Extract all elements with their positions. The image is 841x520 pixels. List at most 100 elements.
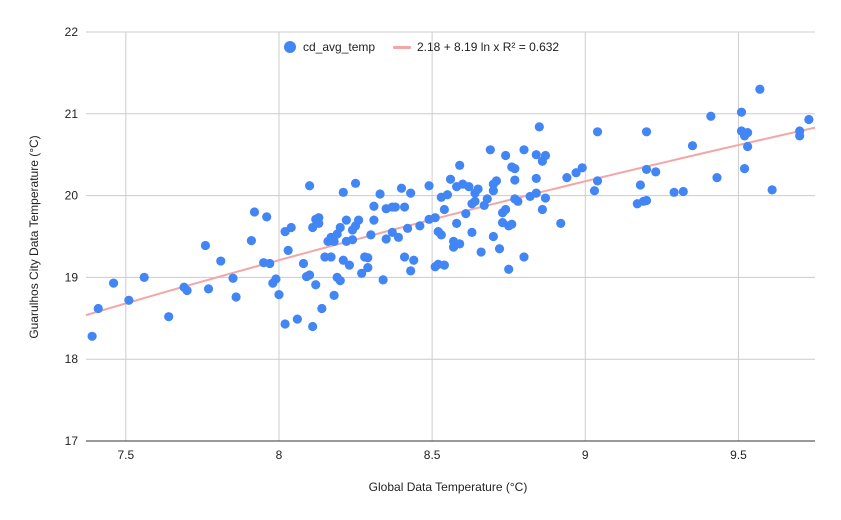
data-point [476, 247, 486, 257]
data-point [507, 219, 517, 229]
x-tick-label: 9.5 [730, 448, 747, 462]
data-point [592, 127, 603, 137]
data-point [424, 181, 434, 191]
y-tick-label: 19 [65, 270, 79, 284]
data-point [338, 187, 348, 197]
data-point [409, 255, 419, 265]
data-point [347, 235, 358, 245]
data-point [396, 183, 407, 193]
data-point [519, 145, 529, 155]
data-point [467, 227, 477, 238]
data-point [87, 331, 97, 341]
data-point [641, 127, 652, 137]
data-point [338, 255, 348, 265]
data-point [678, 186, 688, 197]
data-point [406, 188, 416, 198]
data-point [571, 168, 581, 178]
data-point [393, 232, 404, 242]
data-point [390, 202, 400, 212]
gridlines [86, 31, 815, 442]
data-point [510, 164, 520, 174]
data-point [381, 234, 391, 244]
data-point [491, 176, 502, 186]
data-point [641, 195, 652, 206]
data-point [531, 150, 541, 160]
data-point [537, 204, 547, 215]
data-point [311, 280, 321, 290]
data-point [246, 235, 257, 246]
data-point [641, 164, 652, 175]
legend-trendline-label: 2.18 + 8.19 ln x R² = 0.632 [417, 40, 559, 54]
data-point [513, 196, 523, 206]
x-axis-ticks: 7.5 8 8.5 9 9.5 [117, 448, 747, 462]
data-point [795, 131, 805, 141]
x-tick-label: 8.5 [424, 448, 441, 462]
data-point [415, 221, 425, 231]
data-point [540, 193, 551, 203]
data-point [203, 284, 214, 294]
data-point [286, 222, 296, 233]
data-point [439, 260, 449, 270]
data-point [366, 230, 376, 240]
x-tick-label: 9 [582, 448, 589, 462]
data-point [540, 150, 551, 161]
data-point [108, 278, 119, 288]
data-point [743, 141, 753, 152]
data-point [482, 194, 492, 204]
x-tick-label: 8 [276, 448, 283, 462]
y-tick-label: 18 [65, 352, 79, 366]
data-point [736, 107, 747, 117]
data-point [305, 181, 315, 191]
data-point [712, 173, 722, 183]
data-point [464, 182, 474, 192]
data-point [182, 285, 192, 296]
data-point [531, 173, 541, 184]
data-point [387, 227, 397, 238]
data-point [357, 268, 367, 278]
data-point [577, 163, 587, 173]
data-point [488, 231, 498, 242]
x-axis-title: Global Data Temperature (°C) [369, 480, 528, 494]
data-point [249, 207, 260, 217]
data-point [363, 253, 373, 263]
data-point [283, 245, 293, 256]
x-tick-label: 7.5 [117, 448, 134, 462]
data-point [298, 258, 309, 269]
data-point [308, 321, 318, 332]
data-point [531, 188, 541, 198]
legend-trendline-marker [393, 46, 411, 49]
data-point [375, 189, 385, 199]
data-point [329, 236, 339, 247]
data-point [510, 175, 520, 185]
data-point [455, 239, 465, 249]
data-point [329, 290, 339, 300]
data-point [354, 215, 364, 225]
data-point [504, 264, 514, 274]
y-axis-title: Guarulhos City Data Temperature (°C) [27, 135, 41, 338]
data-point [200, 240, 211, 251]
data-point [93, 303, 103, 314]
data-point [317, 303, 327, 314]
data-point [124, 295, 134, 305]
y-axis-ticks: 17 18 19 20 21 22 [65, 25, 79, 448]
data-point [399, 252, 410, 262]
data-point [651, 167, 661, 177]
data-point [743, 128, 753, 138]
data-point [430, 213, 440, 223]
y-tick-label: 20 [65, 189, 79, 203]
data-point [344, 260, 355, 270]
data-point [335, 276, 345, 286]
data-point [406, 266, 416, 276]
data-point [350, 178, 361, 188]
data-point [669, 187, 679, 197]
data-point [452, 218, 462, 229]
legend-series-label: cd_avg_temp [303, 40, 375, 54]
data-point [369, 215, 379, 225]
data-point [470, 196, 480, 206]
data-point [399, 202, 410, 212]
data-point [556, 218, 566, 229]
data-point [363, 262, 373, 273]
data-point [442, 190, 453, 200]
